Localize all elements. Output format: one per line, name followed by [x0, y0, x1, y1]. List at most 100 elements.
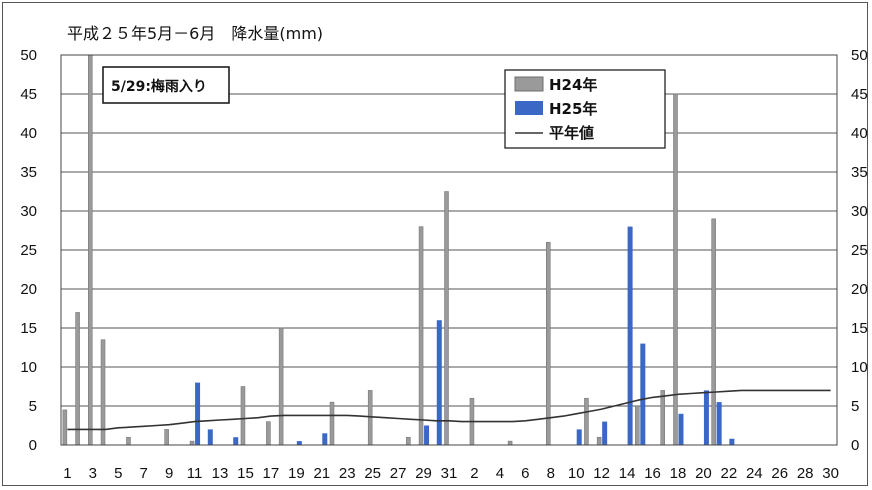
x-tick-label: 24	[746, 465, 763, 482]
y-tick-label-right: 0	[851, 437, 859, 454]
grid-lines	[61, 93, 837, 407]
annotation-text: 5/29:梅雨入り	[111, 78, 207, 95]
h25-bars	[195, 226, 735, 445]
y-tick-label-right: 15	[851, 320, 868, 337]
bar-h24	[444, 191, 449, 446]
bar-h24	[584, 397, 589, 446]
x-tick-label: 14	[619, 465, 636, 482]
y-tick-label-right: 40	[851, 125, 868, 142]
x-tick-label: 5	[114, 465, 122, 482]
x-tick-label: 18	[670, 465, 687, 482]
legend-normal-label: 平年値	[549, 124, 594, 142]
x-tick-label: 20	[695, 465, 712, 482]
y-tick-label-right: 25	[851, 242, 868, 259]
bar-h24	[329, 401, 335, 446]
y-tick-label-left: 25	[20, 242, 37, 259]
x-tick-label: 3	[89, 465, 97, 482]
x-tick-label: 16	[644, 465, 661, 482]
y-tick-label-left: 0	[29, 437, 37, 454]
bar-h25	[195, 382, 201, 445]
annotation-box: 5/29:梅雨入り	[102, 66, 230, 104]
y-tick-label-right: 50	[851, 47, 868, 64]
y-tick-label-left: 5	[29, 398, 37, 415]
x-tick-label: 30	[822, 465, 839, 482]
bar-h24	[126, 436, 131, 446]
y-axis-right: 0 5 10 15 20 25 30 35 40 45 50	[851, 47, 868, 454]
y-axis-left: 0 5 10 15 20 25 30 35 40 45 50	[20, 47, 37, 454]
x-tick-label: 9	[165, 465, 173, 482]
bar-h25	[322, 433, 328, 445]
x-tick-label: 2	[470, 465, 478, 482]
bar-h25	[627, 226, 633, 445]
x-tick-label: 8	[547, 465, 555, 482]
bar-h24	[189, 440, 195, 446]
bar-h24	[278, 327, 284, 446]
x-tick-label: 21	[313, 465, 330, 482]
bar-h24	[546, 241, 551, 446]
legend-h24-swatch	[514, 76, 544, 92]
y-tick-label-left: 10	[20, 359, 37, 376]
legend-h25-swatch	[515, 101, 543, 115]
bar-h25	[576, 429, 582, 445]
bar-h24	[660, 390, 666, 446]
x-tick-label: 28	[797, 465, 814, 482]
y-tick-label-left: 30	[20, 203, 37, 220]
x-tick-label: 31	[441, 465, 458, 482]
x-tick-label: 15	[237, 465, 254, 482]
x-tick-label: 12	[593, 465, 610, 482]
x-tick-label: 1	[63, 465, 71, 482]
y-tick-label-left: 40	[20, 125, 37, 142]
legend-h24-label: H24年	[549, 76, 597, 94]
x-tick-label: 27	[390, 465, 407, 482]
precipitation-chart: 平成２５年5月－6月 降水量(mm) 05101520253035404550 …	[20, 24, 868, 482]
bar-h24	[240, 386, 246, 446]
y-tick-label-right: 20	[851, 281, 868, 298]
bar-h24	[635, 405, 640, 446]
bar-h24	[88, 54, 93, 446]
legend-h25-label: H25年	[549, 100, 597, 118]
bar-h25	[640, 343, 646, 445]
x-tick-label: 25	[364, 465, 381, 482]
bar-h24	[711, 218, 716, 446]
bar-h24	[266, 421, 271, 446]
bar-h24	[75, 312, 80, 446]
x-tick-label: 17	[263, 465, 280, 482]
normal-line	[67, 389, 831, 431]
x-tick-label: 11	[187, 465, 203, 482]
bar-h24	[596, 436, 602, 446]
bar-h25	[436, 320, 442, 445]
bar-h24	[367, 390, 373, 446]
bar-h25	[602, 421, 608, 445]
bar-h25	[729, 438, 735, 445]
y-tick-label-right: 35	[851, 164, 868, 181]
y-tick-label-left: 20	[20, 281, 37, 298]
bar-h25	[207, 429, 213, 445]
y-tick-label-right: 5	[851, 398, 859, 415]
legend: H24年 H25年 平年値	[504, 69, 666, 149]
x-tick-label: 13	[212, 465, 229, 482]
bar-h25	[716, 402, 722, 445]
bar-h24	[62, 409, 68, 446]
bar-h24	[406, 436, 411, 446]
y-tick-label-left: 45	[20, 86, 37, 103]
x-tick-label: 29	[415, 465, 432, 482]
y-tick-label-right: 10	[851, 359, 868, 376]
bar-h24	[164, 429, 169, 446]
x-tick-label: 22	[721, 465, 738, 482]
plot-area	[60, 54, 838, 446]
chart-title: 平成２５年5月－6月 降水量(mm)	[67, 24, 323, 43]
bar-h25	[233, 437, 239, 445]
y-tick-label-left: 50	[20, 47, 37, 64]
bar-h24	[507, 440, 513, 446]
x-tick-label: 10	[568, 465, 585, 482]
x-tick-label: 6	[521, 465, 529, 482]
x-tick-label: 7	[140, 465, 148, 482]
y-tick-label-left: 15	[20, 320, 37, 337]
y-tick-label-right: 45	[851, 86, 868, 103]
bar-h25	[678, 413, 684, 445]
x-tick-label: 23	[339, 465, 356, 482]
bar-h25	[424, 425, 430, 445]
bar-h25	[296, 441, 302, 445]
y-tick-label-right: 30	[851, 203, 868, 220]
